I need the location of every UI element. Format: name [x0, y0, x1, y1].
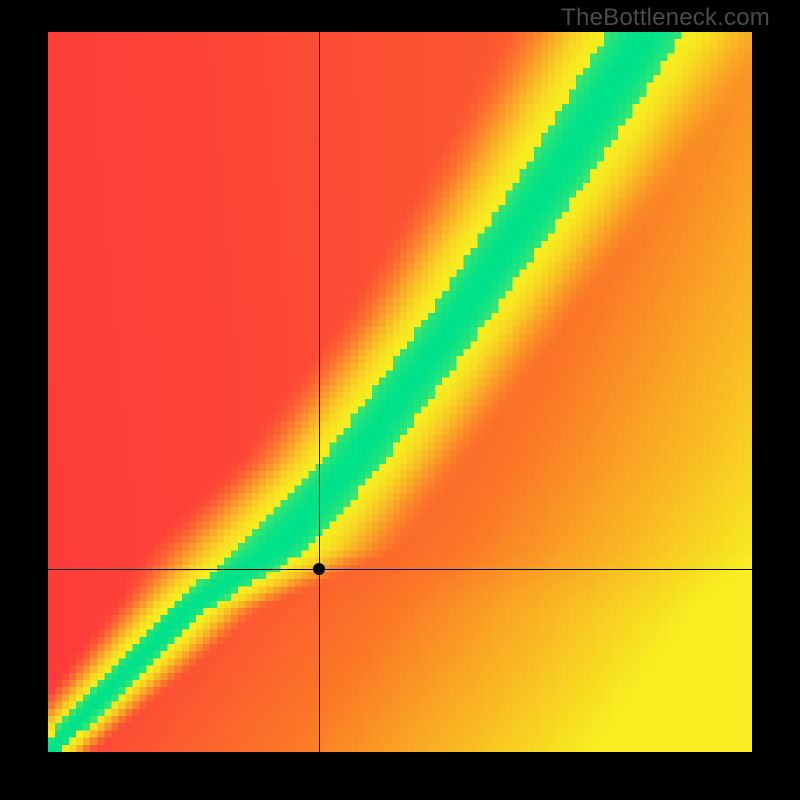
figure-container: TheBottleneck.com: [0, 0, 800, 800]
watermark-text: TheBottleneck.com: [561, 4, 770, 32]
bottleneck-heatmap: [48, 32, 752, 752]
